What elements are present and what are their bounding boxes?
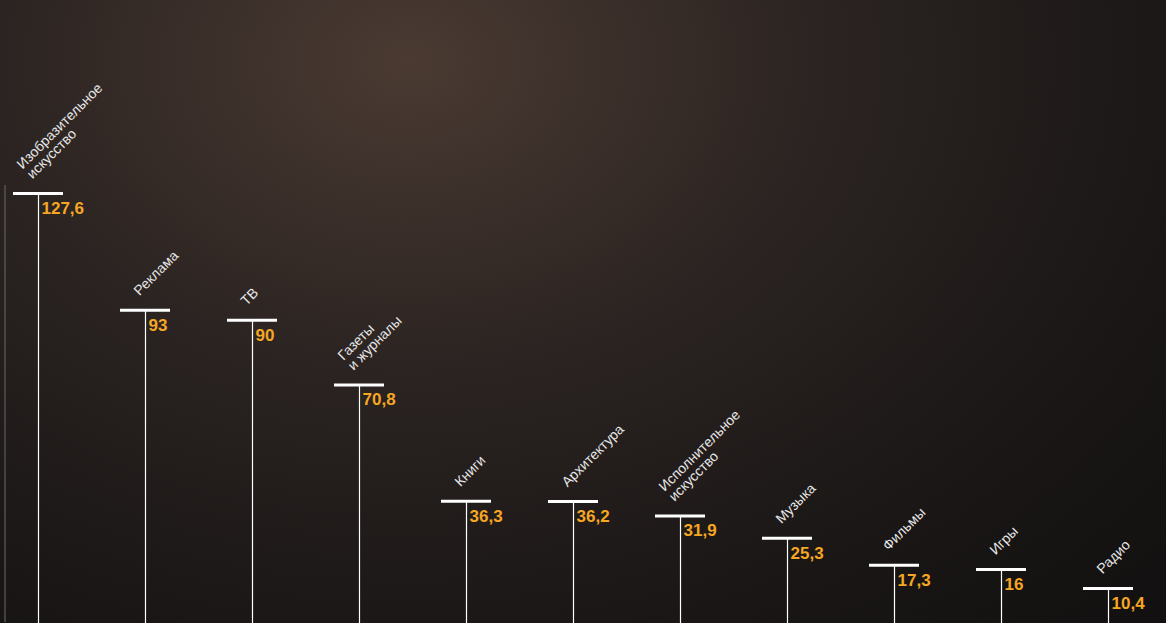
- svg-text:17,3: 17,3: [898, 571, 931, 590]
- svg-text:25,3: 25,3: [791, 544, 824, 563]
- svg-text:93: 93: [149, 316, 168, 335]
- svg-text:10,4: 10,4: [1112, 594, 1146, 613]
- svg-text:Игры: Игры: [986, 523, 1021, 558]
- svg-text:Исполнительноеискусство: Исполнительноеискусство: [655, 406, 753, 504]
- svg-text:Радио: Радио: [1093, 537, 1133, 577]
- svg-text:31,9: 31,9: [684, 521, 717, 540]
- svg-text:Музыка: Музыка: [772, 480, 818, 526]
- svg-text:36,2: 36,2: [577, 507, 610, 526]
- svg-text:36,3: 36,3: [470, 507, 503, 526]
- svg-text:16: 16: [1005, 575, 1024, 594]
- svg-text:Фильмы: Фильмы: [879, 504, 928, 553]
- svg-text:127,6: 127,6: [42, 199, 85, 218]
- svg-text:70,8: 70,8: [363, 390, 396, 409]
- svg-text:90: 90: [256, 326, 275, 345]
- svg-text:Архитектура: Архитектура: [558, 421, 627, 490]
- svg-text:Изобразительноеискусство: Изобразительноеискусство: [13, 80, 115, 182]
- svg-text:Реклама: Реклама: [130, 247, 181, 298]
- svg-text:Книги: Книги: [451, 452, 488, 489]
- svg-text:Газетыи журналы: Газетыи журналы: [334, 303, 404, 373]
- svg-text:ТВ: ТВ: [237, 284, 261, 308]
